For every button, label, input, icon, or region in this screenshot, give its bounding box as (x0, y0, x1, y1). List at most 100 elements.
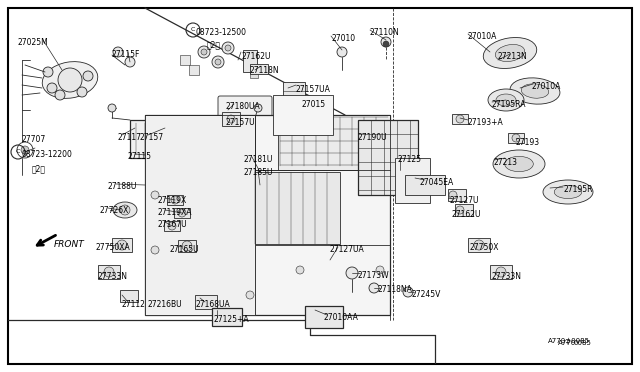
Circle shape (225, 45, 231, 51)
Circle shape (171, 196, 179, 204)
Bar (222, 112, 240, 126)
Circle shape (227, 115, 235, 123)
Bar (278, 115, 390, 170)
Text: 27127U: 27127U (449, 196, 479, 205)
Bar (243, 50, 257, 72)
Text: 27168UA: 27168UA (195, 300, 230, 309)
Circle shape (117, 240, 127, 250)
Circle shape (449, 191, 457, 199)
Ellipse shape (42, 62, 98, 98)
Ellipse shape (510, 78, 560, 104)
Circle shape (296, 266, 304, 274)
Circle shape (104, 267, 114, 277)
Text: 27213N: 27213N (498, 52, 528, 61)
Text: C: C (16, 149, 20, 154)
Text: 27750XA: 27750XA (96, 243, 131, 252)
Bar (508, 133, 524, 143)
Text: 27195R: 27195R (563, 185, 593, 194)
Text: 27045EA: 27045EA (419, 178, 453, 187)
Text: 27157: 27157 (140, 133, 164, 142)
Text: 27115F: 27115F (112, 50, 140, 59)
Circle shape (346, 267, 358, 279)
Text: 27010A: 27010A (531, 82, 561, 91)
Text: 27162U: 27162U (452, 210, 481, 219)
Text: 27707: 27707 (22, 135, 46, 144)
Bar (448, 189, 466, 201)
Text: 27245V: 27245V (412, 290, 442, 299)
Text: 27110N: 27110N (370, 28, 400, 37)
Bar (98, 265, 120, 279)
Bar (455, 204, 473, 216)
Text: C: C (191, 27, 195, 32)
Circle shape (55, 90, 65, 100)
Bar (130, 120, 240, 158)
Circle shape (383, 41, 389, 47)
Bar (305, 306, 343, 328)
Circle shape (43, 67, 53, 77)
Bar (212, 308, 242, 326)
Circle shape (125, 57, 135, 67)
Circle shape (222, 42, 234, 54)
Bar (189, 65, 199, 75)
Circle shape (77, 87, 87, 97)
Circle shape (246, 291, 254, 299)
Circle shape (47, 83, 57, 93)
Text: 27726X: 27726X (100, 206, 129, 215)
Text: 0085: 0085 (574, 340, 592, 346)
Text: 27119X: 27119X (157, 196, 186, 205)
Circle shape (58, 68, 82, 92)
Bar (255, 172, 340, 244)
Circle shape (496, 267, 506, 277)
Text: 27125: 27125 (398, 155, 422, 164)
Circle shape (151, 246, 159, 254)
Text: 27195RA: 27195RA (492, 100, 527, 109)
Ellipse shape (493, 150, 545, 178)
Text: 27118NA: 27118NA (378, 285, 413, 294)
Text: 。2〃: 。2〃 (32, 164, 46, 173)
Text: 27125+A: 27125+A (213, 315, 248, 324)
Circle shape (215, 59, 221, 65)
Text: 27157UA: 27157UA (296, 85, 331, 94)
Ellipse shape (488, 89, 524, 111)
Bar (452, 114, 468, 124)
Bar (145, 115, 255, 315)
Circle shape (337, 47, 347, 57)
Text: 27193: 27193 (516, 138, 540, 147)
Circle shape (254, 104, 262, 112)
Circle shape (113, 47, 123, 57)
Circle shape (178, 209, 186, 217)
Text: FRONT: FRONT (54, 240, 84, 249)
Bar (468, 238, 490, 252)
Ellipse shape (522, 84, 548, 98)
Text: 08723-12200: 08723-12200 (22, 150, 73, 159)
Text: 27165U: 27165U (170, 245, 200, 254)
Circle shape (198, 46, 210, 58)
Circle shape (201, 49, 207, 55)
Text: 27015: 27015 (302, 100, 326, 109)
Circle shape (376, 266, 384, 274)
Bar (395, 158, 430, 203)
Bar (112, 238, 132, 252)
Text: 27118N: 27118N (249, 66, 278, 75)
Bar (180, 55, 190, 65)
Text: 27115: 27115 (127, 152, 151, 161)
Circle shape (83, 71, 93, 81)
Text: 27025M: 27025M (18, 38, 49, 47)
Ellipse shape (496, 94, 516, 106)
Text: 08723-12500: 08723-12500 (196, 28, 247, 37)
Bar (250, 64, 268, 74)
Circle shape (474, 240, 484, 250)
Circle shape (120, 205, 130, 215)
Text: 27750X: 27750X (470, 243, 499, 252)
Bar (283, 82, 305, 100)
Text: 27190U: 27190U (358, 133, 388, 142)
Ellipse shape (554, 185, 582, 199)
Text: 27117: 27117 (118, 133, 142, 142)
Bar (164, 221, 180, 231)
Circle shape (108, 104, 116, 112)
Circle shape (403, 287, 413, 297)
Bar (195, 295, 217, 309)
Circle shape (512, 134, 520, 142)
Text: 27010: 27010 (331, 34, 355, 43)
Text: 27181U: 27181U (244, 155, 273, 164)
